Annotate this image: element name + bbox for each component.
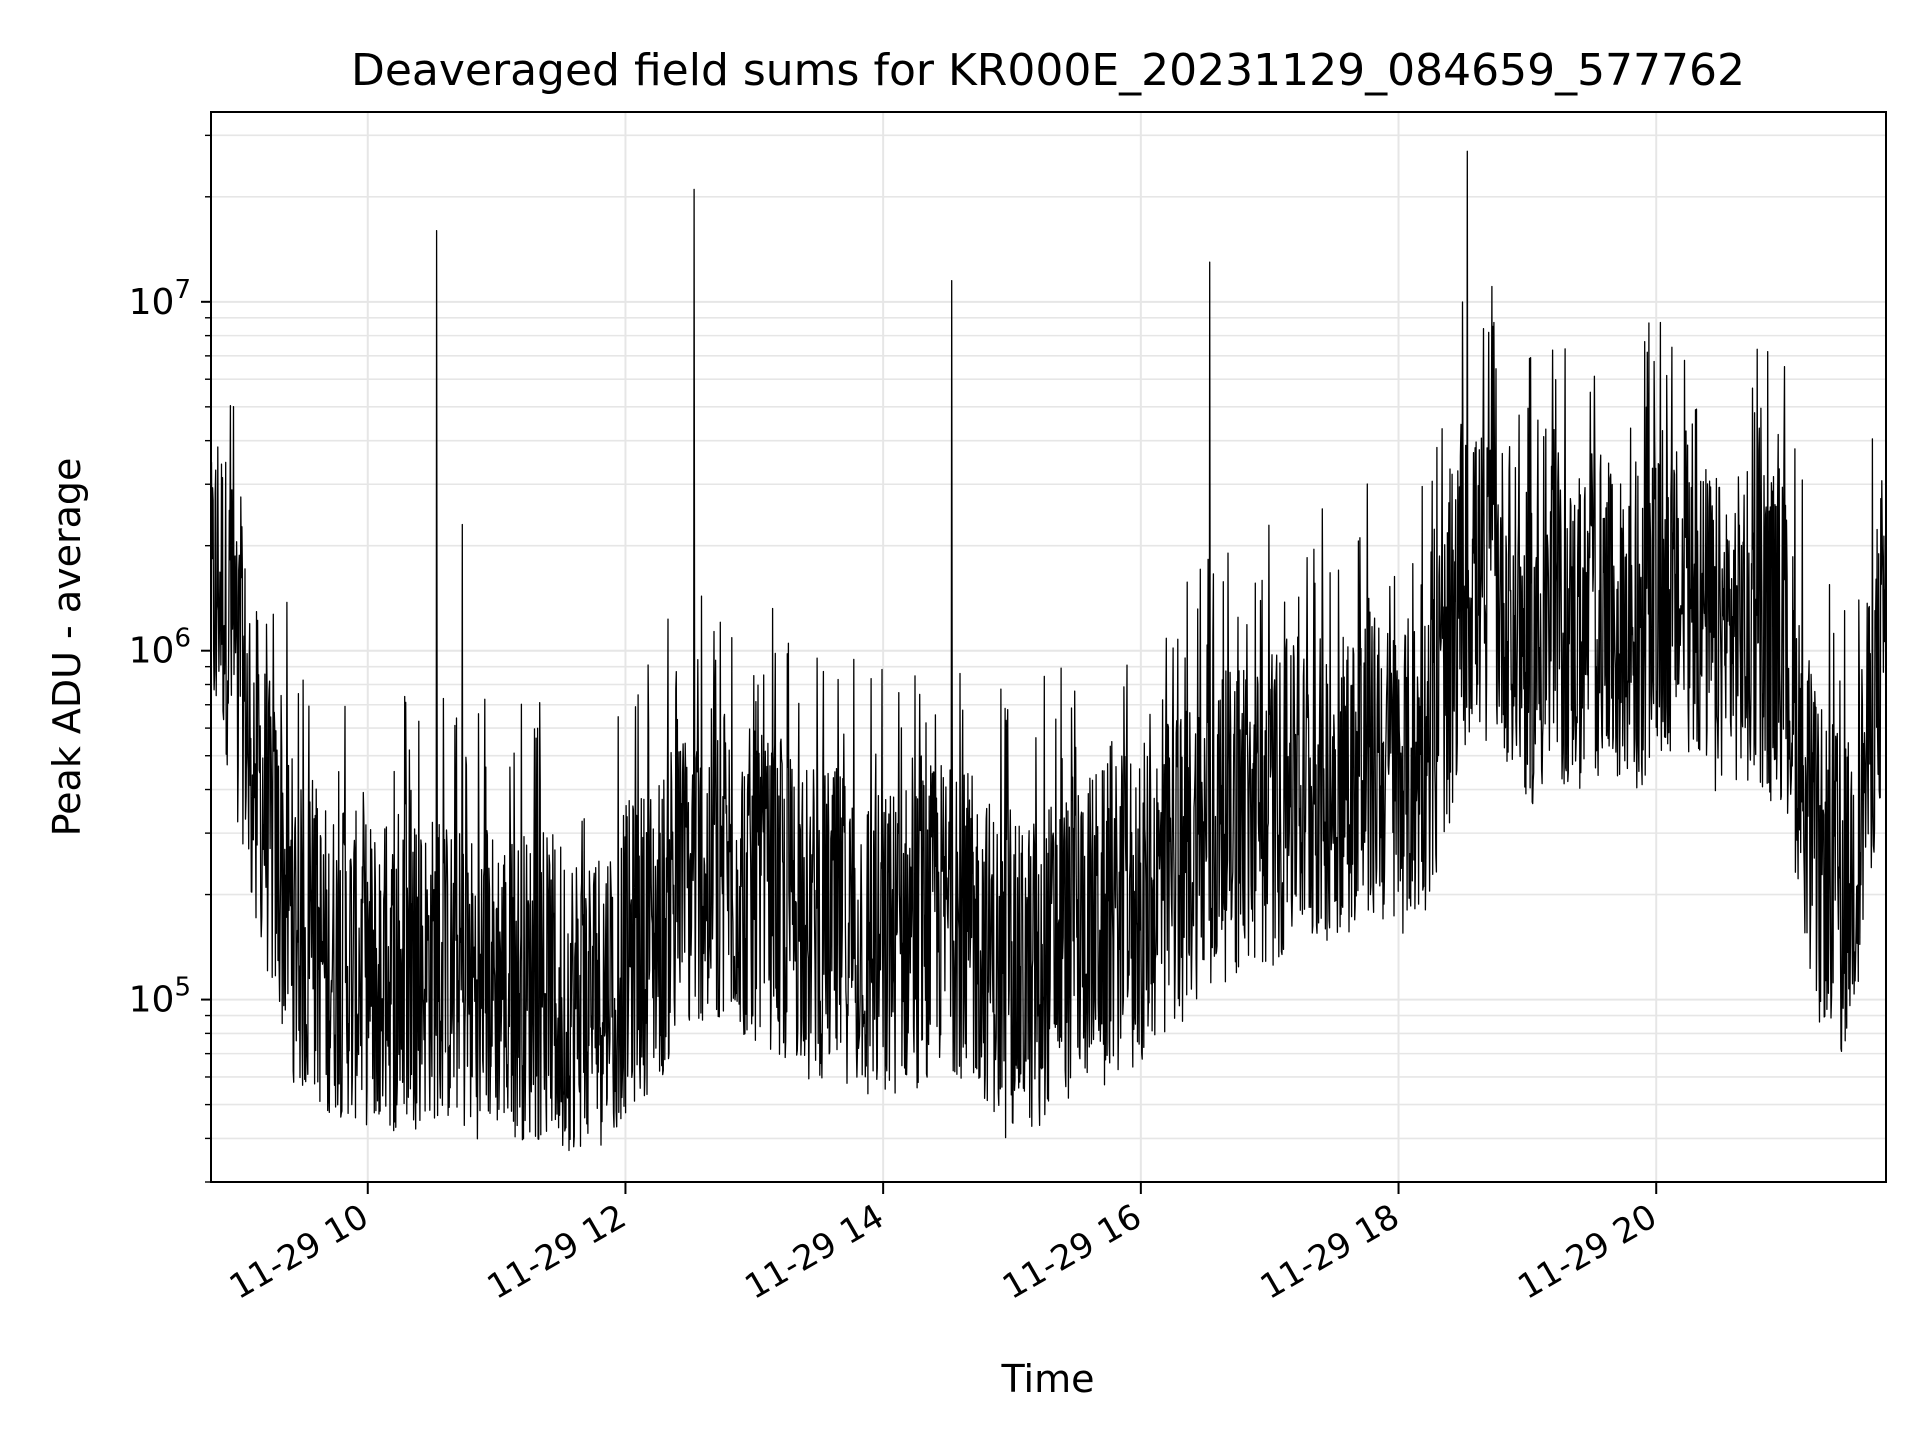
plot-frame xyxy=(210,111,1887,1183)
y-tick-label: 107 xyxy=(129,275,191,323)
series-line xyxy=(210,150,1887,1152)
y-tick-label: 106 xyxy=(129,624,191,672)
y-tick-exponent: 5 xyxy=(174,973,191,1003)
y-tick-base: 10 xyxy=(129,631,175,672)
y-tick-exponent: 6 xyxy=(174,624,191,654)
series-layer xyxy=(210,150,1887,1152)
y-axis-label: Peak ADU - average xyxy=(45,458,89,837)
y-tick-exponent: 7 xyxy=(174,275,191,305)
chart-title: Deaveraged field sums for KR000E_2023112… xyxy=(351,45,1745,96)
y-tick-base: 10 xyxy=(129,980,175,1021)
y-tick-base: 10 xyxy=(129,282,175,323)
x-axis-label: Time xyxy=(1001,1357,1095,1401)
y-tick-label: 105 xyxy=(129,973,191,1021)
